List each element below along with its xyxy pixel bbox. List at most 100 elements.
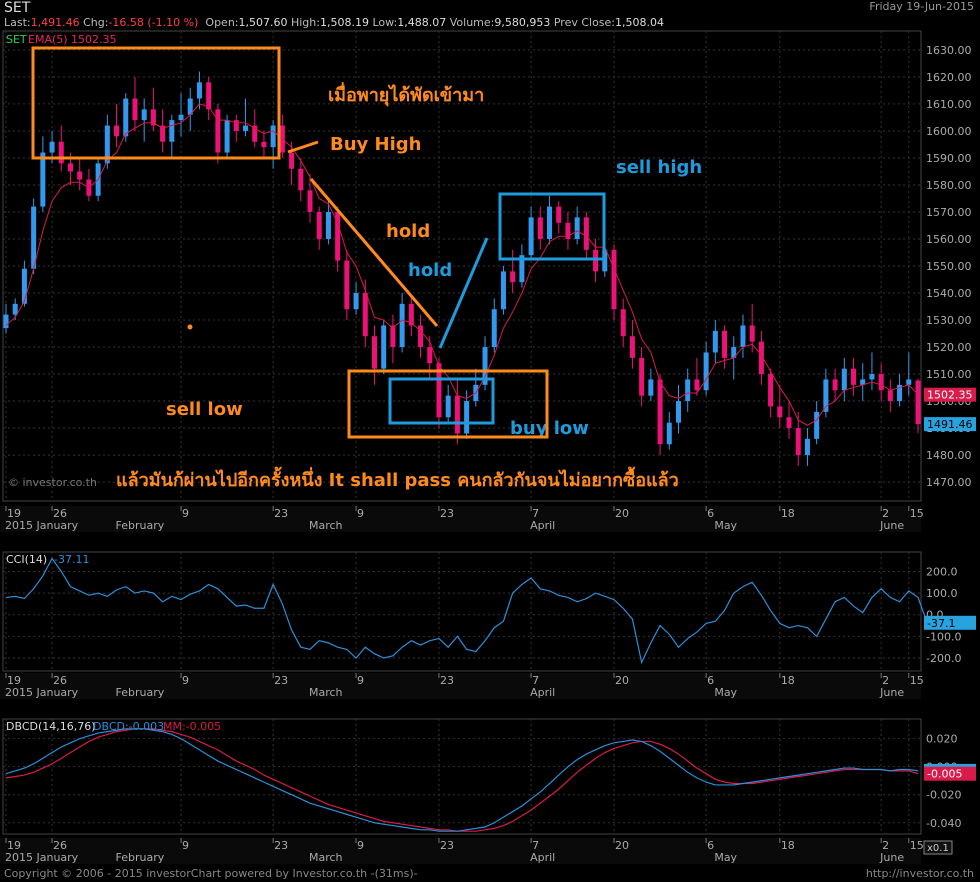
annotation-text: sell high	[616, 157, 702, 178]
y-tick-label: -0.040	[926, 817, 961, 830]
candle	[869, 374, 875, 380]
candle	[427, 347, 433, 364]
candle	[454, 395, 460, 434]
zoom-badge	[923, 840, 953, 855]
chart-footer: Copyright © 2006 - 2015 investorChart po…	[0, 866, 980, 882]
candle	[786, 417, 792, 429]
dbcd-series-label: DBCD:-0.003	[93, 720, 164, 733]
annotation-dot	[187, 324, 193, 330]
annotation-text: Buy High	[330, 134, 421, 155]
annotation-box-buy-high	[31, 46, 281, 160]
x-tick-label: 23	[440, 674, 454, 687]
candle	[150, 109, 156, 126]
candle	[510, 271, 516, 283]
annotation-text: buy low	[510, 418, 589, 439]
candle	[243, 125, 249, 131]
annotation-text: hold	[408, 260, 452, 281]
candle	[823, 379, 829, 412]
candle	[390, 325, 396, 348]
candle	[381, 325, 387, 369]
candle	[749, 325, 755, 342]
x-tick-label: 6	[707, 674, 714, 687]
high-value: 1,508.19	[319, 16, 369, 29]
candle	[500, 271, 506, 310]
candle	[169, 120, 175, 142]
x-tick-label: 9	[182, 674, 189, 687]
cci-value-tag: -37.1	[927, 617, 955, 630]
candle	[261, 141, 267, 148]
y-tick-label: 100.0	[926, 587, 958, 600]
annotation-box-sell-high	[498, 192, 606, 261]
candle	[445, 395, 451, 418]
candle	[491, 309, 497, 348]
x-tick-label: 19	[7, 674, 21, 687]
candle	[657, 379, 663, 445]
y-tick-label: 1510.00	[926, 368, 972, 381]
last-label: Last:	[4, 16, 31, 29]
candle	[371, 336, 377, 369]
close-value-tag: 1491.46	[927, 418, 973, 431]
y-tick-label: 1610.00	[926, 98, 972, 111]
x-tick-label: 2	[882, 507, 889, 520]
candle	[12, 303, 18, 315]
x-tick-label: 23	[440, 507, 454, 520]
y-tick-label: 200.0	[926, 565, 958, 578]
x-tick-label: 26	[53, 839, 67, 852]
candle	[464, 401, 470, 434]
y-tick-label: 1590.00	[926, 152, 972, 165]
candle	[132, 98, 138, 121]
y-tick-label: -100.0	[926, 630, 961, 643]
candle	[639, 357, 645, 396]
dbcd-label: DBCD(14,16,76)	[6, 720, 96, 733]
candle	[528, 217, 534, 256]
close-value-tag-bg	[924, 417, 976, 432]
month-label: May	[714, 851, 737, 864]
candle	[887, 390, 893, 402]
panel-dbcd: 0.0200.000-0.020-0.040192692392372061821…	[0, 718, 976, 864]
month-label: June	[879, 851, 904, 864]
x-tick-label: 18	[781, 839, 795, 852]
x-tick-label: 2	[882, 674, 889, 687]
mm-series-label: MM:-0.005	[163, 720, 221, 733]
candle	[40, 152, 46, 207]
candle	[547, 206, 553, 239]
candle	[49, 141, 55, 153]
x-tick-label: 19	[7, 507, 21, 520]
candle	[123, 98, 129, 137]
y-tick-label: 0.020	[926, 733, 958, 746]
candle	[436, 363, 442, 418]
zoom-label: x0.1	[927, 843, 949, 854]
candle	[565, 222, 571, 239]
y-tick-label: 1620.00	[926, 71, 972, 84]
candle	[556, 206, 562, 223]
y-tick-label: 1530.00	[926, 314, 972, 327]
y-tick-label: 1520.00	[926, 341, 972, 354]
candle	[814, 411, 820, 439]
cci-value-tag-bg	[924, 615, 976, 630]
chart-canvas[interactable]: 1630.00 1620.00 1610.00 1600.00 1590.00 1580.…	[0, 30, 980, 866]
x-tick-label: 6	[707, 507, 714, 520]
candle	[685, 379, 691, 402]
candle	[860, 379, 866, 385]
candle	[611, 249, 617, 310]
candle	[252, 125, 258, 142]
y-tick-label: 1570.00	[926, 206, 972, 219]
candle	[298, 168, 304, 191]
candle	[482, 347, 488, 385]
month-label: February	[116, 519, 165, 532]
x-tick-label: 9	[357, 839, 364, 852]
candle	[593, 249, 599, 272]
y-tick-label: 1580.00	[926, 179, 972, 192]
cci-label: CCI(14)	[6, 553, 47, 566]
candle	[768, 374, 774, 407]
chart-header: SET Friday 19-Jun-2015 Last:1,491.46 Chg…	[0, 0, 980, 30]
ema-line	[5, 103, 919, 426]
month-label: 2015 January	[5, 851, 79, 864]
candle	[758, 341, 764, 375]
month-label: April	[530, 519, 555, 532]
ema-value-tag: 1502.35	[927, 389, 973, 402]
x-tick-label: 20	[615, 674, 629, 687]
x-tick-label: 6	[707, 839, 714, 852]
copyright-text: Copyright © 2006 - 2015 investorChart po…	[4, 867, 418, 880]
candle	[187, 98, 193, 115]
